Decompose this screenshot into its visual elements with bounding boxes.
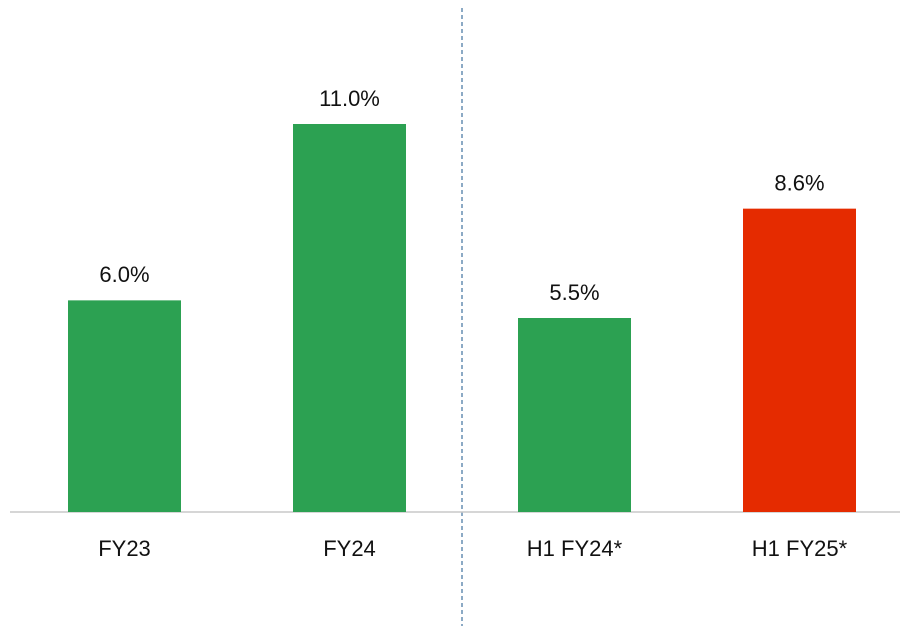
bar — [743, 208, 856, 512]
data-label: 6.0% — [99, 262, 149, 287]
bar — [68, 300, 181, 512]
x-tick-label: FY24 — [323, 536, 376, 561]
data-label: 5.5% — [549, 280, 599, 305]
bar — [293, 124, 406, 512]
bar — [518, 318, 631, 512]
data-label: 8.6% — [774, 170, 824, 195]
data-label: 11.0% — [319, 86, 380, 111]
x-tick-label: FY23 — [98, 536, 151, 561]
x-tick-label: H1 FY24* — [527, 536, 623, 561]
x-tick-label: H1 FY25* — [752, 536, 848, 561]
